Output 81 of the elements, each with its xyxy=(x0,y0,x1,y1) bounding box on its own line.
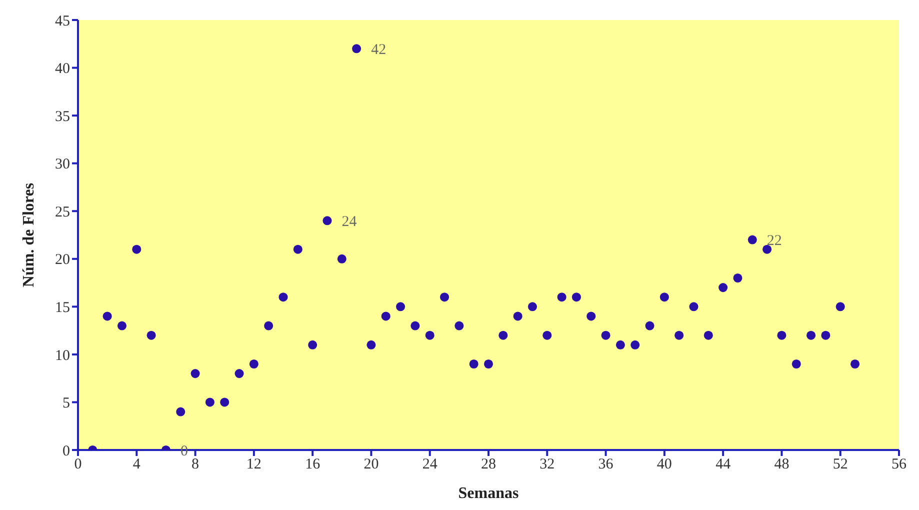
point xyxy=(278,292,288,302)
data-label: 24 xyxy=(342,214,358,230)
y-axis-title: Núm. de Flores xyxy=(20,182,38,288)
point xyxy=(352,44,362,54)
point xyxy=(454,321,464,330)
x-tick-label: 48 xyxy=(774,456,790,473)
point xyxy=(733,273,742,283)
point xyxy=(821,330,830,340)
y-tick-label: 30 xyxy=(55,156,70,173)
point xyxy=(792,359,801,369)
point xyxy=(146,330,156,340)
point xyxy=(762,244,772,254)
point xyxy=(498,330,508,340)
point xyxy=(469,359,478,369)
y-tick-label: 40 xyxy=(55,61,70,78)
point xyxy=(249,359,258,369)
point xyxy=(234,369,244,378)
point xyxy=(117,321,126,330)
point xyxy=(264,321,274,330)
point xyxy=(689,302,698,312)
point xyxy=(484,359,494,369)
x-tick-label: 40 xyxy=(656,456,672,473)
x-tick-label: 52 xyxy=(832,456,848,473)
y-tick-label: 45 xyxy=(55,13,70,30)
y-tick-label: 25 xyxy=(55,204,70,220)
point xyxy=(542,330,552,340)
x-tick-label: 24 xyxy=(422,456,438,473)
point xyxy=(410,321,420,330)
x-tick-label: 28 xyxy=(481,456,496,473)
point xyxy=(616,340,625,350)
x-tick-label: 56 xyxy=(892,456,907,473)
data-label: 22 xyxy=(766,233,782,250)
x-tick-label: 36 xyxy=(598,456,614,473)
y-tick-label: 5 xyxy=(62,396,70,412)
point xyxy=(132,244,142,254)
point xyxy=(337,254,346,264)
x-tick-label: 0 xyxy=(74,456,82,473)
x-tick-label: 4 xyxy=(132,456,141,473)
point xyxy=(630,340,640,350)
point xyxy=(102,312,112,321)
point xyxy=(396,302,406,312)
point xyxy=(557,292,566,302)
point xyxy=(425,330,434,340)
point xyxy=(836,302,845,312)
point xyxy=(190,369,200,378)
point xyxy=(440,292,450,302)
x-tick-label: 32 xyxy=(540,456,555,473)
y-tick-label: 35 xyxy=(55,108,70,125)
y-tick-label: 0 xyxy=(62,443,70,460)
x-tick-label: 8 xyxy=(192,456,200,473)
point xyxy=(308,340,318,350)
point xyxy=(718,283,728,292)
point xyxy=(777,330,786,340)
point xyxy=(220,398,230,407)
point xyxy=(704,330,713,340)
point xyxy=(645,321,654,330)
point xyxy=(205,398,214,407)
point xyxy=(322,216,332,226)
x-axis-title: Semanas xyxy=(458,485,519,502)
point xyxy=(660,292,669,302)
y-tick-label: 20 xyxy=(55,252,70,268)
point xyxy=(366,340,376,350)
point xyxy=(381,312,390,321)
x-tick-label: 12 xyxy=(246,456,262,473)
data-label: 42 xyxy=(371,42,386,58)
point xyxy=(293,244,302,254)
point xyxy=(748,235,757,244)
y-tick-label: 15 xyxy=(55,300,70,316)
point xyxy=(176,407,186,416)
x-tick-label: 16 xyxy=(305,456,321,473)
x-tick-label: 44 xyxy=(716,456,732,473)
point xyxy=(528,302,537,312)
point xyxy=(806,330,816,340)
point xyxy=(572,292,581,302)
point xyxy=(513,312,522,321)
x-tick-label: 20 xyxy=(364,456,379,473)
point xyxy=(601,330,610,340)
point xyxy=(674,330,684,340)
point xyxy=(850,359,860,369)
y-tick-label: 10 xyxy=(55,348,70,364)
point xyxy=(586,312,596,321)
